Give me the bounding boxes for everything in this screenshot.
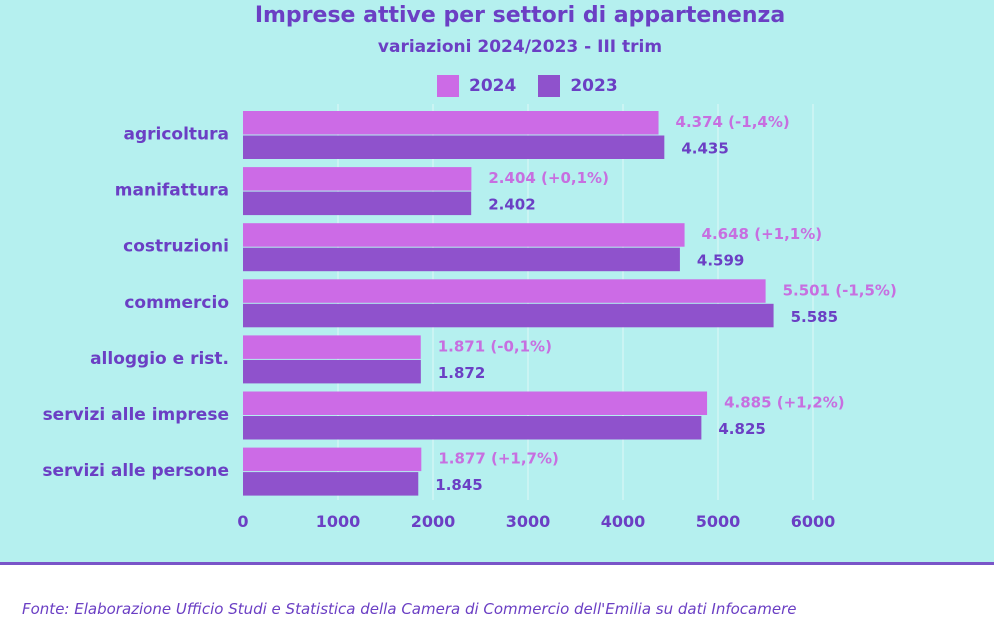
category-label: servizi alle imprese (43, 405, 229, 425)
chart-subtitle: variazioni 2024/2023 - III trim (377, 37, 663, 57)
data-label-2023: 2.402 (488, 196, 535, 214)
bar-2023 (243, 135, 665, 159)
bar-2023 (243, 416, 702, 440)
x-tick-label: 0 (237, 512, 248, 531)
bar-2023 (243, 247, 680, 272)
x-tick-label: 2000 (411, 512, 456, 531)
legend: 2024 2023 (437, 74, 640, 98)
data-label-2024: 1.877 (+1,7%) (438, 450, 559, 468)
x-tick-label: 3000 (506, 512, 551, 531)
x-tick-label: 1000 (316, 512, 361, 531)
category-label: manifattura (115, 181, 229, 201)
category-label: agricoltura (123, 125, 229, 145)
data-label-2024: 4.885 (+1,2%) (724, 394, 845, 412)
bar-2024 (243, 335, 421, 359)
legend-swatch-2024 (437, 75, 459, 97)
source-note: Fonte: Elaborazione Ufficio Studi e Stat… (22, 600, 797, 618)
x-tick-label: 5000 (696, 512, 741, 531)
legend-label-2024: 2024 (469, 76, 517, 96)
data-label-2023: 5.585 (791, 308, 838, 326)
legend-label-2023: 2023 (570, 76, 618, 96)
data-label-2023: 4.825 (718, 420, 765, 438)
category-label: servizi alle persone (42, 461, 229, 481)
x-tick-label: 6000 (791, 512, 836, 531)
divider (0, 562, 994, 565)
bar-2024 (243, 391, 708, 415)
data-label-2023: 4.435 (681, 140, 728, 158)
bar-2023 (243, 359, 421, 384)
bar-2023 (243, 191, 472, 216)
data-label-2023: 1.872 (438, 364, 485, 382)
category-label: commercio (124, 293, 229, 313)
category-label: alloggio e rist. (90, 349, 229, 369)
data-label-2024: 4.374 (-1,4%) (676, 113, 790, 131)
data-label-2024: 2.404 (+0,1%) (488, 169, 609, 187)
bar-2024 (243, 447, 422, 472)
data-label-2024: 4.648 (+1,1%) (702, 225, 823, 243)
bar-2024 (243, 111, 659, 135)
chart-title: Imprese attive per settori di appartenen… (254, 3, 786, 28)
bar-2023 (243, 303, 774, 328)
bar-chart: agricoltura 4.374 (-1,4%) 4.435 manifattura… (42, 104, 897, 531)
data-label-2023: 1.845 (435, 476, 482, 494)
bar-2024 (243, 279, 766, 303)
legend-swatch-2023 (538, 75, 561, 97)
data-label-2023: 4.599 (697, 252, 744, 270)
legend-item-2023: 2023 (538, 75, 618, 97)
bar-2023 (243, 472, 419, 496)
data-label-2024: 1.871 (-0,1%) (438, 337, 552, 355)
x-tick-label: 4000 (601, 512, 646, 531)
bar-2024 (243, 167, 472, 191)
category-label: costruzioni (123, 237, 229, 257)
data-label-2024: 5.501 (-1,5%) (783, 281, 897, 299)
legend-item-2024: 2024 (437, 75, 516, 97)
bar-2024 (243, 223, 685, 247)
